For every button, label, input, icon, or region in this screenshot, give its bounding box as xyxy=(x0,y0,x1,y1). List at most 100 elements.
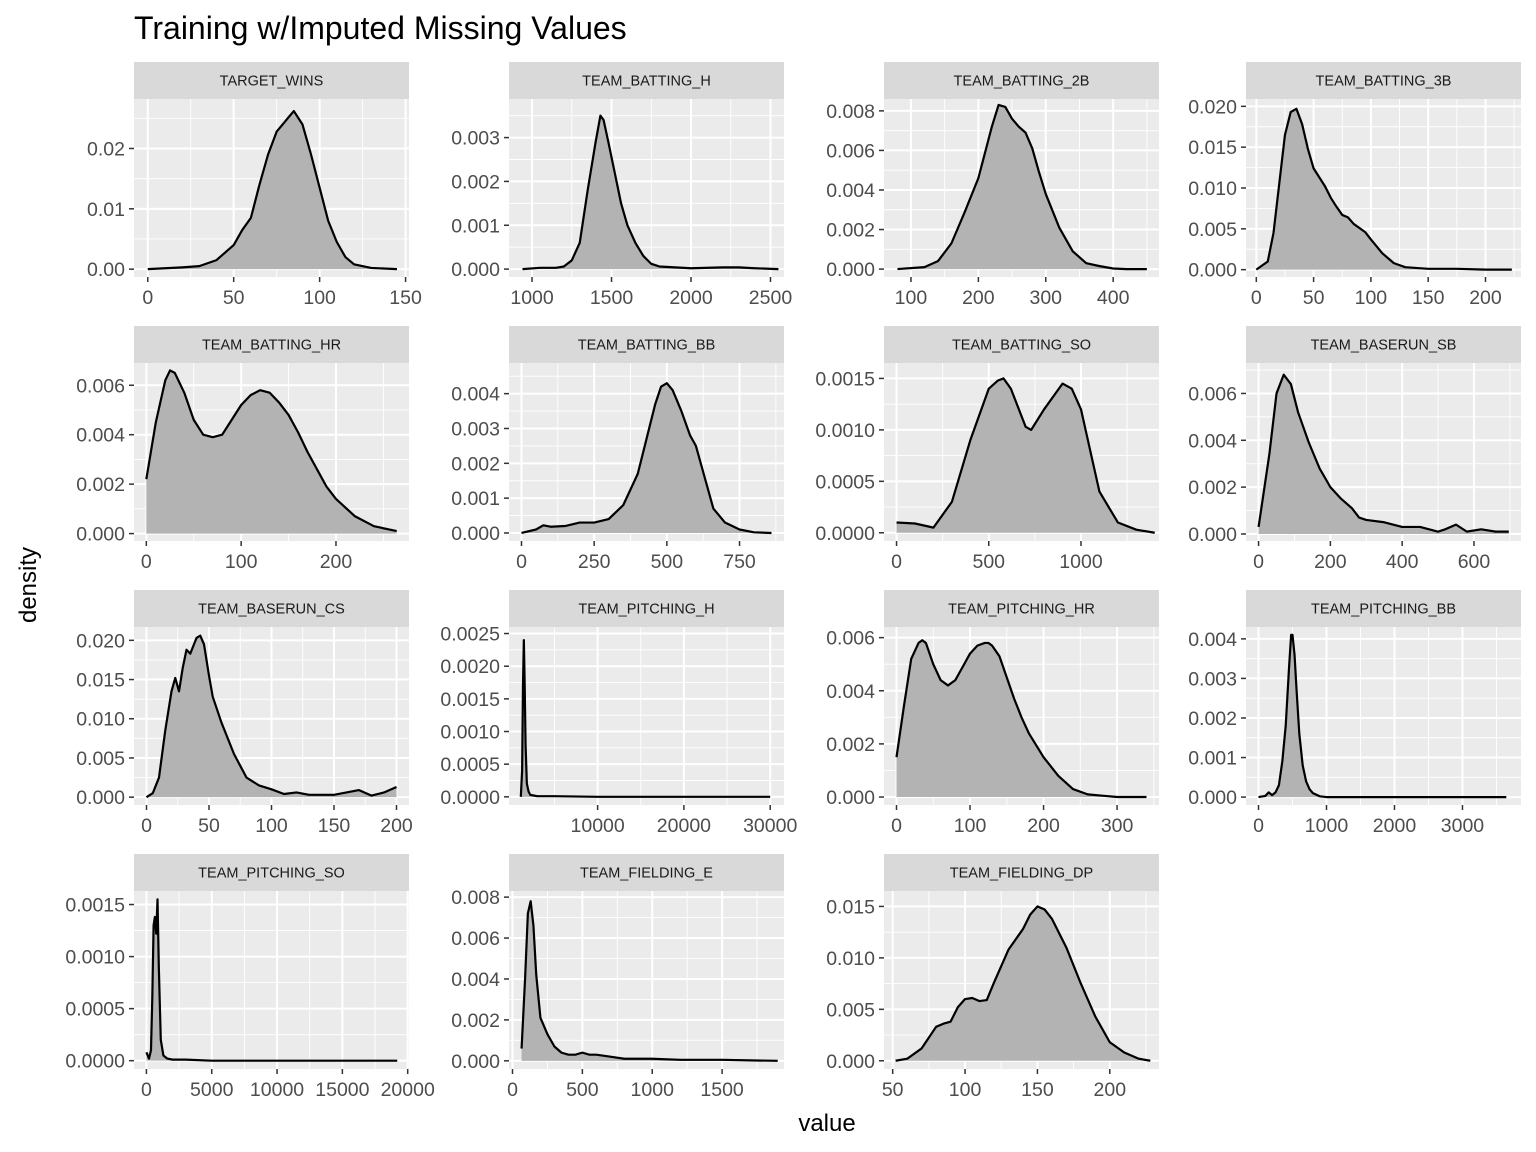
y-tick-label: 0.010 xyxy=(76,709,125,731)
panel-background xyxy=(509,627,784,805)
y-tick-label: 0.020 xyxy=(1188,96,1237,118)
density-line xyxy=(145,634,397,799)
x-tick-label: 1000 xyxy=(1305,815,1349,837)
y-tick-label: 0.0000 xyxy=(815,523,875,545)
x-tick-label: 150 xyxy=(318,815,351,837)
facet-strip-label: TEAM_BASERUN_CS xyxy=(198,602,345,618)
y-tick-label: 0.001 xyxy=(451,215,500,237)
facet-strip xyxy=(1246,326,1521,363)
panel-background xyxy=(134,891,409,1069)
x-tick-label: 1000 xyxy=(510,287,554,309)
y-tick-label: 0.004 xyxy=(1188,629,1237,651)
density-line xyxy=(522,114,779,271)
x-tick-label: 100 xyxy=(949,1079,982,1101)
density-series xyxy=(145,898,398,1062)
y-tick-label: 0.002 xyxy=(1188,477,1237,499)
facet-strip xyxy=(884,590,1159,627)
y-tick-label: 0.006 xyxy=(76,375,125,397)
y-tick-label: 0.005 xyxy=(1188,219,1237,241)
x-tick-label: 250 xyxy=(578,551,611,573)
density-series xyxy=(145,369,397,534)
y-tick-label: 0.00 xyxy=(87,259,125,281)
density-series xyxy=(520,900,778,1062)
y-tick-label: 0.020 xyxy=(76,630,125,652)
y-tick-label: 0.006 xyxy=(826,140,875,162)
density-series xyxy=(145,634,397,799)
x-tick-label: 1500 xyxy=(700,1079,744,1101)
density-line xyxy=(520,900,778,1062)
y-tick-label: 0.000 xyxy=(451,1051,500,1073)
facet-strip-label: TEAM_PITCHING_HR xyxy=(948,602,1095,618)
y-tick-label: 0.006 xyxy=(1188,383,1237,405)
y-tick-label: 0.015 xyxy=(826,896,875,918)
density-line xyxy=(145,369,397,533)
density-series xyxy=(1257,373,1509,534)
facet-strip-label: TEAM_BATTING_HR xyxy=(202,338,341,354)
y-tick-label: 0.004 xyxy=(451,969,500,991)
x-tick-label: 100 xyxy=(954,815,987,837)
y-tick-label: 0.000 xyxy=(826,1051,875,1073)
y-tick-label: 0.0020 xyxy=(440,656,500,678)
facet-strip xyxy=(509,326,784,363)
facet-panel-team-pitching-h: TEAM_PITCHING_H 10000 20000 30000 0.0000 0.00… xyxy=(440,590,797,837)
x-tick-label: 50 xyxy=(223,287,245,309)
y-tick-label: 0.0015 xyxy=(65,895,125,917)
x-tick-label: 200 xyxy=(1094,1079,1127,1101)
density-area xyxy=(521,901,778,1061)
facet-strip xyxy=(884,62,1159,99)
density-line xyxy=(896,377,1155,534)
density-series xyxy=(1258,633,1507,799)
y-tick-label: 0.02 xyxy=(87,138,125,160)
y-tick-label: 0.000 xyxy=(76,787,125,809)
density-series xyxy=(895,905,1151,1062)
x-tick-label: 0 xyxy=(141,815,152,837)
density-area xyxy=(897,104,1147,270)
density-line xyxy=(145,898,398,1062)
y-tick-label: 0.010 xyxy=(826,948,875,970)
density-line xyxy=(519,638,771,798)
density-line xyxy=(1257,373,1509,533)
y-tick-label: 0.004 xyxy=(1188,430,1237,452)
y-tick-label: 0.005 xyxy=(76,748,125,770)
density-line xyxy=(895,905,1151,1062)
y-tick-label: 0.004 xyxy=(451,384,500,406)
panel-background xyxy=(509,99,784,277)
x-tick-label: 200 xyxy=(1027,815,1060,837)
x-tick-label: 750 xyxy=(723,551,756,573)
facet-panel-team-pitching-bb: TEAM_PITCHING_BB 0 1000 2000 3000 0.000 0.001 0… xyxy=(1188,590,1521,837)
facet-strip-label: TEAM_FIELDING_E xyxy=(580,866,713,882)
x-tick-label: 20000 xyxy=(657,815,711,837)
panel-background xyxy=(509,891,784,1069)
facet-panel-team-baserun-sb: TEAM_BASERUN_SB 0 200 400 600 0.000 0.002 0.004… xyxy=(1188,326,1521,573)
y-tick-label: 0.0005 xyxy=(65,999,125,1021)
density-area xyxy=(1256,108,1512,270)
density-area xyxy=(1258,374,1509,534)
y-tick-label: 0.002 xyxy=(1188,708,1237,730)
x-tick-label: 3000 xyxy=(1441,815,1485,837)
facet-strip xyxy=(884,326,1159,363)
facet-panel-team-batting-h: TEAM_BATTING_H 1000 1500 2000 2500 0.000 0.001… xyxy=(451,62,792,309)
y-tick-label: 0.001 xyxy=(1188,748,1237,770)
x-tick-label: 5000 xyxy=(190,1079,234,1101)
facet-panel-team-fielding-e: TEAM_FIELDING_E 0 500 1000 1500 0.000 0.002 0.0… xyxy=(451,854,784,1101)
facet-panel-target-wins: TARGET_WINS 0 50 100 150 0.00 0.01 0.02 xyxy=(87,62,422,309)
facet-panel-team-batting-so: TEAM_BATTING_SO 0 500 1000 0.0000 0.0005 0.001… xyxy=(815,326,1159,573)
y-tick-label: 0.006 xyxy=(826,628,875,650)
x-tick-label: 300 xyxy=(1029,287,1062,309)
x-tick-label: 200 xyxy=(320,551,353,573)
density-series xyxy=(521,382,772,535)
y-tick-label: 0.0025 xyxy=(440,624,500,646)
y-tick-label: 0.000 xyxy=(826,259,875,281)
x-tick-label: 600 xyxy=(1458,551,1491,573)
x-axis-title: value xyxy=(798,1110,855,1137)
density-area xyxy=(147,111,397,270)
x-tick-label: 100 xyxy=(255,815,288,837)
density-series xyxy=(895,639,1147,799)
x-tick-label: 150 xyxy=(1412,287,1445,309)
x-tick-label: 0 xyxy=(507,1079,518,1101)
y-tick-label: 0.01 xyxy=(87,199,125,221)
density-area xyxy=(1258,634,1507,798)
facet-strip xyxy=(1246,590,1521,627)
facet-panel-team-pitching-so: TEAM_PITCHING_SO 0 5000 10000 15000 20000 0.00… xyxy=(65,854,435,1101)
